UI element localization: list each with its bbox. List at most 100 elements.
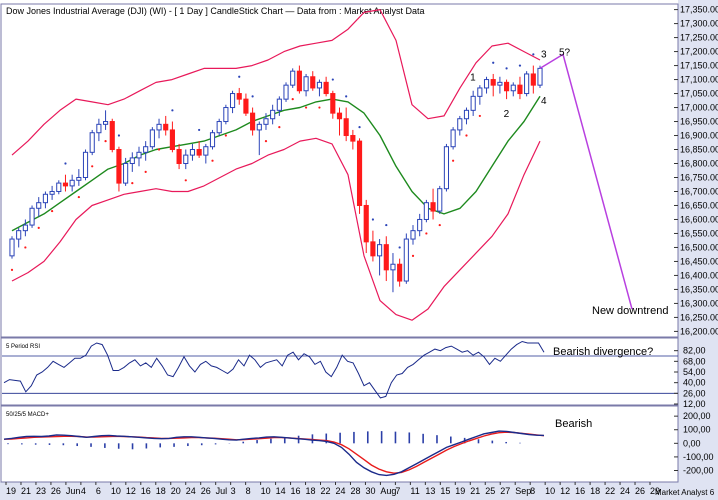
bollinger-lower-line bbox=[11, 137, 541, 321]
candle-body bbox=[490, 79, 496, 86]
parabolic-sar-dot bbox=[371, 218, 375, 221]
x-tick-label: 8 bbox=[246, 486, 251, 496]
candle-body bbox=[336, 112, 343, 120]
x-tick-label: 19 bbox=[6, 486, 16, 496]
parabolic-sar-dot bbox=[117, 134, 121, 137]
x-tick-label: 10 bbox=[545, 486, 555, 496]
x-tick-label: 12 bbox=[126, 486, 136, 496]
parabolic-sar-dot bbox=[211, 159, 214, 162]
parabolic-sar-dot bbox=[144, 170, 147, 173]
x-tick-label: 24 bbox=[335, 486, 345, 496]
candle-body bbox=[209, 132, 216, 148]
candle-body bbox=[62, 182, 69, 187]
parabolic-sar-dot bbox=[518, 64, 522, 67]
parabolic-sar-dot bbox=[304, 106, 308, 109]
x-tick-label: 30 bbox=[365, 486, 375, 496]
candle-body bbox=[530, 73, 536, 86]
candle-body bbox=[283, 84, 289, 100]
candle-body bbox=[417, 218, 423, 232]
candle-body bbox=[276, 98, 282, 111]
candle-body bbox=[310, 76, 316, 89]
x-tick-label: 22 bbox=[605, 486, 615, 496]
x-tick-label: 18 bbox=[156, 486, 166, 496]
price-tick-label: 16,550.00 bbox=[680, 228, 718, 238]
candle-body bbox=[42, 193, 48, 204]
candle-body bbox=[377, 244, 383, 257]
projection-label: New downtrend bbox=[592, 305, 668, 317]
x-tick-label: 10 bbox=[111, 486, 121, 496]
macd-tick-label: -100,00 bbox=[683, 452, 714, 462]
x-tick-label: 26 bbox=[635, 486, 645, 496]
price-tick-label: 16,300.00 bbox=[680, 298, 718, 308]
macd-line bbox=[3, 430, 545, 477]
candle-body bbox=[149, 129, 155, 148]
candle-body bbox=[236, 93, 242, 100]
projection-line bbox=[539, 53, 633, 310]
candle-body bbox=[463, 109, 470, 120]
candle-body bbox=[290, 70, 296, 86]
parabolic-sar-dot bbox=[224, 134, 227, 137]
price-tick-label: 16,350.00 bbox=[680, 284, 718, 294]
x-tick-label: 3 bbox=[231, 486, 236, 496]
candle-body bbox=[263, 118, 269, 125]
x-tick-label: 25 bbox=[485, 486, 495, 496]
candle-body bbox=[330, 93, 336, 114]
x-tick-label: 4 bbox=[81, 486, 86, 496]
parabolic-sar-dot bbox=[385, 223, 388, 227]
parabolic-sar-dot bbox=[345, 95, 348, 98]
candle-body bbox=[517, 84, 523, 95]
parabolic-sar-dot bbox=[278, 126, 281, 129]
parabolic-sar-dot bbox=[10, 268, 14, 271]
x-tick-label: Jul bbox=[216, 486, 228, 496]
candle-body bbox=[176, 149, 182, 165]
x-tick-label: 13 bbox=[425, 486, 435, 496]
x-tick-label: 16 bbox=[291, 486, 301, 496]
candle-body bbox=[470, 95, 476, 111]
macd-tick-label: 100,00 bbox=[683, 425, 711, 435]
candle-body bbox=[96, 123, 102, 134]
price-tick-label: 17,150.00 bbox=[680, 61, 718, 71]
candle-body bbox=[524, 73, 530, 95]
candle-body bbox=[537, 67, 543, 86]
rsi-line bbox=[3, 340, 545, 399]
wave-label: 1 bbox=[470, 73, 476, 84]
y-axis-strip bbox=[678, 0, 718, 500]
candle-body bbox=[477, 87, 483, 97]
price-tick-label: 17,050.00 bbox=[680, 89, 718, 99]
parabolic-sar-dot bbox=[131, 181, 134, 185]
macd-panel-frame bbox=[0, 405, 679, 483]
candle-body bbox=[390, 263, 396, 271]
candle-body bbox=[256, 123, 262, 131]
rsi-annotation: Bearish divergence? bbox=[553, 346, 653, 358]
parabolic-sar-dot bbox=[291, 98, 294, 101]
candle-body bbox=[403, 238, 409, 282]
rsi-tick-label: 40,00 bbox=[683, 378, 706, 388]
rsi-tick-label: 26,00 bbox=[683, 388, 706, 398]
parabolic-sar-dot bbox=[411, 254, 415, 257]
x-tick-label: 15 bbox=[440, 486, 450, 496]
x-tick-label: 28 bbox=[350, 486, 360, 496]
x-tick-label: 12 bbox=[560, 486, 570, 496]
x-tick-label: 22 bbox=[321, 486, 331, 496]
candle-body bbox=[437, 188, 443, 212]
x-tick-label: 7 bbox=[395, 486, 400, 496]
parabolic-sar-dot bbox=[91, 165, 94, 168]
price-tick-label: 16,450.00 bbox=[680, 256, 718, 266]
candle-body bbox=[82, 151, 89, 178]
candle-body bbox=[430, 202, 436, 212]
macd-annotation: Bearish bbox=[555, 418, 592, 430]
rsi-panel-title: 5 Period RSI bbox=[6, 344, 40, 350]
price-tick-label: 16,500.00 bbox=[680, 242, 718, 252]
price-tick-label: 17,200.00 bbox=[680, 47, 718, 57]
parabolic-sar-dot bbox=[318, 106, 321, 109]
x-tick-label: 18 bbox=[306, 486, 316, 496]
wave-label: 2 bbox=[504, 109, 510, 120]
parabolic-sar-dot bbox=[184, 179, 187, 182]
price-tick-label: 16,950.00 bbox=[680, 117, 718, 127]
x-tick-label: 26 bbox=[51, 486, 61, 496]
candle-body bbox=[443, 146, 450, 190]
price-tick-label: 16,250.00 bbox=[680, 312, 718, 322]
candle-body bbox=[56, 182, 62, 192]
